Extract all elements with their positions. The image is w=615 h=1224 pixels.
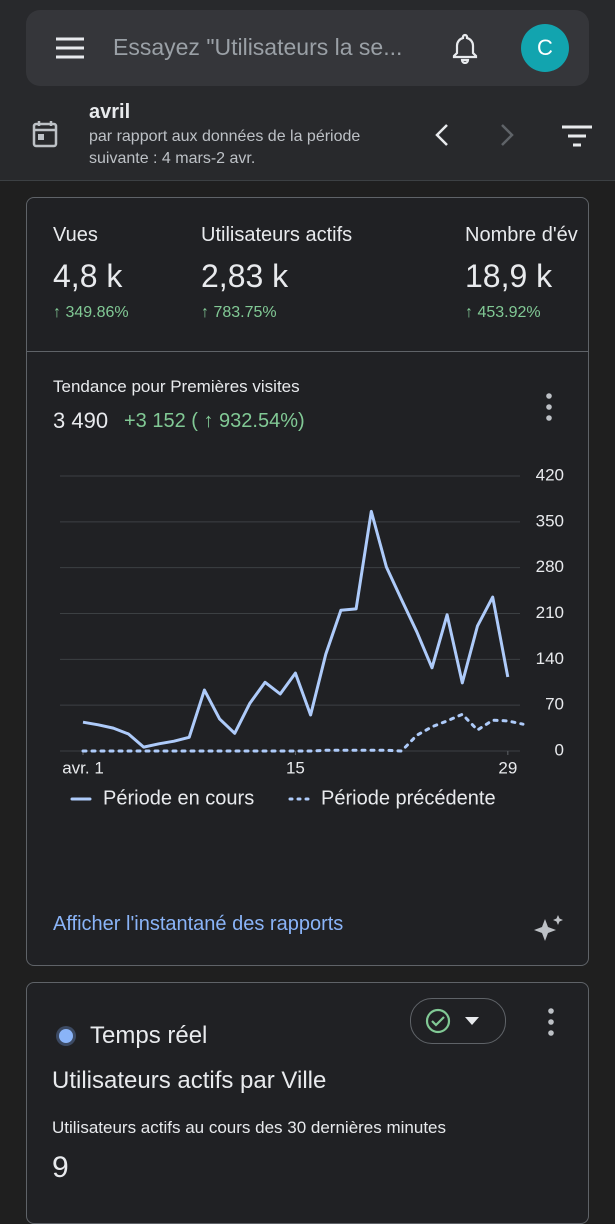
metric-value: 18,9 k [465, 258, 553, 294]
status-icon[interactable] [425, 1008, 495, 1034]
series-line [82, 509, 510, 749]
search-bar[interactable]: Essayez "Utilisateurs la se... C [26, 10, 589, 86]
line-chart: 0 70 140 210 280 350 420 avr. 1 15 29 Période en c… [60, 465, 564, 809]
menu-icon[interactable] [54, 36, 86, 60]
metric-value: 2,83 k [201, 258, 289, 294]
legend-label: Période en cours [103, 787, 254, 809]
bell-icon[interactable] [450, 32, 480, 64]
trend-total: 3 490 [53, 408, 109, 433]
sparkle-icon[interactable] [533, 913, 565, 945]
status-dropdown[interactable] [410, 998, 506, 1044]
report-link[interactable]: Afficher l'instantané des rapports [53, 913, 344, 935]
calendar-icon[interactable] [32, 120, 58, 148]
y-tick-label: 420 [536, 465, 564, 484]
y-tick-label: 210 [536, 603, 564, 622]
y-tick-label: 70 [545, 695, 564, 714]
legend-label: Période précédente [321, 787, 496, 809]
header: Essayez "Utilisateurs la se... C avril p… [0, 0, 615, 181]
series-line [81, 712, 525, 753]
y-tick-label: 280 [536, 557, 564, 576]
filter-icon[interactable] [561, 124, 593, 148]
metric-change: ↑ 453.92% [465, 304, 541, 321]
y-tick-label: 350 [536, 511, 564, 530]
realtime-dot [59, 1029, 73, 1043]
more-button[interactable] [543, 392, 555, 422]
metric-change: ↑ 349.86% [53, 304, 129, 321]
next-button[interactable] [497, 122, 517, 148]
realtime-badge: Temps réel [90, 1022, 208, 1049]
realtime-card: Temps réel Utilisateurs actifs par Ville… [26, 982, 589, 1224]
x-tick-label: avr. 1 [62, 758, 104, 777]
metric-change: ↑ 783.75% [201, 304, 277, 321]
y-tick-label: 140 [536, 649, 564, 668]
period-subtitle: par rapport aux données de la période su… [89, 128, 361, 167]
metric-value: 4,8 k [53, 258, 123, 294]
y-tick-label: 0 [555, 740, 564, 759]
metric-label: Utilisateurs actifs [201, 224, 353, 246]
realtime-title: Utilisateurs actifs par Ville [52, 1067, 327, 1094]
x-tick-label: 29 [498, 758, 517, 777]
more-button[interactable] [545, 1007, 557, 1037]
trend-delta: +3 152 ( ↑ 932.54%) [124, 410, 305, 432]
realtime-value: 9 [52, 1151, 69, 1184]
overview-card: Vues 4,8 k ↑ 349.86% Utilisateurs actifs 2,8… [26, 197, 589, 966]
metric-label: Nombre d'év [465, 224, 578, 246]
prev-button[interactable] [432, 122, 452, 148]
avatar[interactable]: C [521, 24, 569, 72]
trend-title: Tendance pour Premières visites [53, 377, 300, 396]
divider [27, 351, 588, 352]
realtime-subtitle: Utilisateurs actifs au cours des 30 dern… [52, 1118, 447, 1137]
x-tick-label: 15 [286, 758, 305, 777]
period-title: avril [89, 101, 131, 123]
metric-label: Vues [53, 224, 98, 246]
search-placeholder[interactable]: Essayez "Utilisateurs la se... [113, 34, 403, 60]
